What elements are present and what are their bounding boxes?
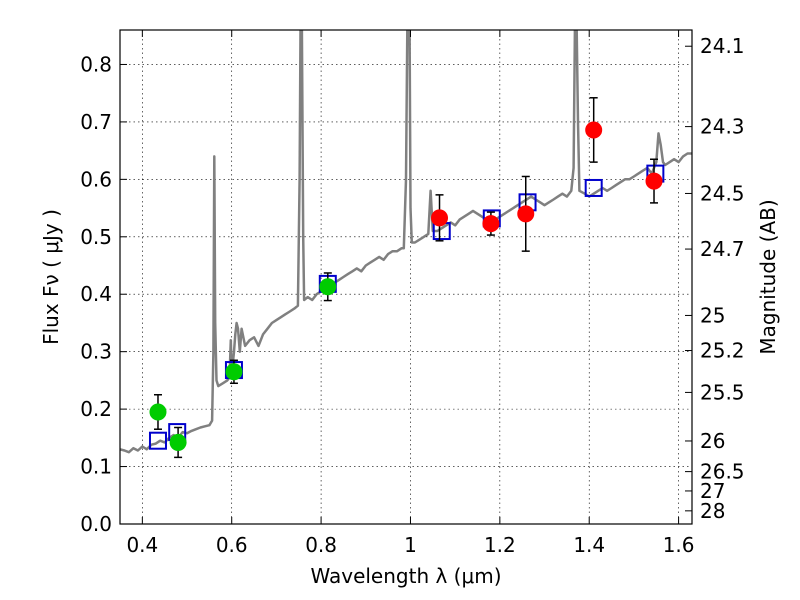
- photometry-point: [431, 209, 449, 227]
- y-tick-label: 0.8: [80, 52, 112, 76]
- photometry-point: [482, 215, 500, 233]
- x-axis-title: Wavelength λ (μm): [310, 564, 501, 588]
- plot-series: [120, 30, 692, 459]
- photometry-point: [319, 278, 337, 296]
- photometry-point: [225, 363, 243, 381]
- y2-axis-title: Magnitude (AB): [756, 199, 780, 354]
- model-photometry-square: [584, 178, 603, 197]
- mag-tick-label: 24.5: [700, 181, 745, 205]
- x-tick-label: 0.6: [216, 533, 248, 557]
- mag-tick-label: 25.5: [700, 380, 745, 404]
- x-tick-label: 0.4: [126, 533, 158, 557]
- y-tick-label: 0.3: [80, 340, 112, 364]
- mag-tick-label: 24.7: [700, 237, 745, 261]
- x-tick-label: 1: [404, 533, 417, 557]
- photometry-point: [585, 121, 603, 139]
- photometry-point: [517, 205, 535, 223]
- mag-tick-label: 26: [700, 429, 725, 453]
- mag-tick-label: 24.1: [700, 34, 745, 58]
- axis-ticks: 0.4 0.6 0.8 1 1.2 1.4 1.6 0.0 0.1 0.2 0.3 0.4 0.5 0.6…: [80, 30, 745, 557]
- photometry-point: [645, 172, 663, 190]
- y-tick-label: 0.4: [80, 282, 112, 306]
- x-tick-label: 0.8: [305, 533, 337, 557]
- model-photometry-square: [148, 431, 167, 450]
- x-tick-label: 1.6: [663, 533, 695, 557]
- mag-tick-label: 24.3: [700, 115, 745, 139]
- y-tick-label: 0.1: [80, 455, 112, 479]
- mag-tick-label: 25.2: [700, 339, 745, 363]
- plot-frame: [119, 29, 693, 525]
- mag-tick-label: 27: [700, 479, 725, 503]
- x-tick-label: 1.2: [484, 533, 516, 557]
- mag-tick-label: 26.5: [700, 460, 745, 484]
- y-tick-label: 0.5: [80, 225, 112, 249]
- y-tick-label: 0.2: [80, 397, 112, 421]
- y-tick-label: 0.6: [80, 167, 112, 191]
- mag-tick-label: 25: [700, 303, 725, 327]
- y-tick-label: 0.0: [80, 512, 112, 536]
- y-axis-title: Flux Fν ( μJy ): [39, 209, 63, 345]
- mag-tick-label: 28: [700, 499, 725, 523]
- photometry-point: [149, 403, 167, 421]
- y-tick-label: 0.7: [80, 110, 112, 134]
- photometry-point: [169, 433, 187, 451]
- x-tick-label: 1.4: [573, 533, 605, 557]
